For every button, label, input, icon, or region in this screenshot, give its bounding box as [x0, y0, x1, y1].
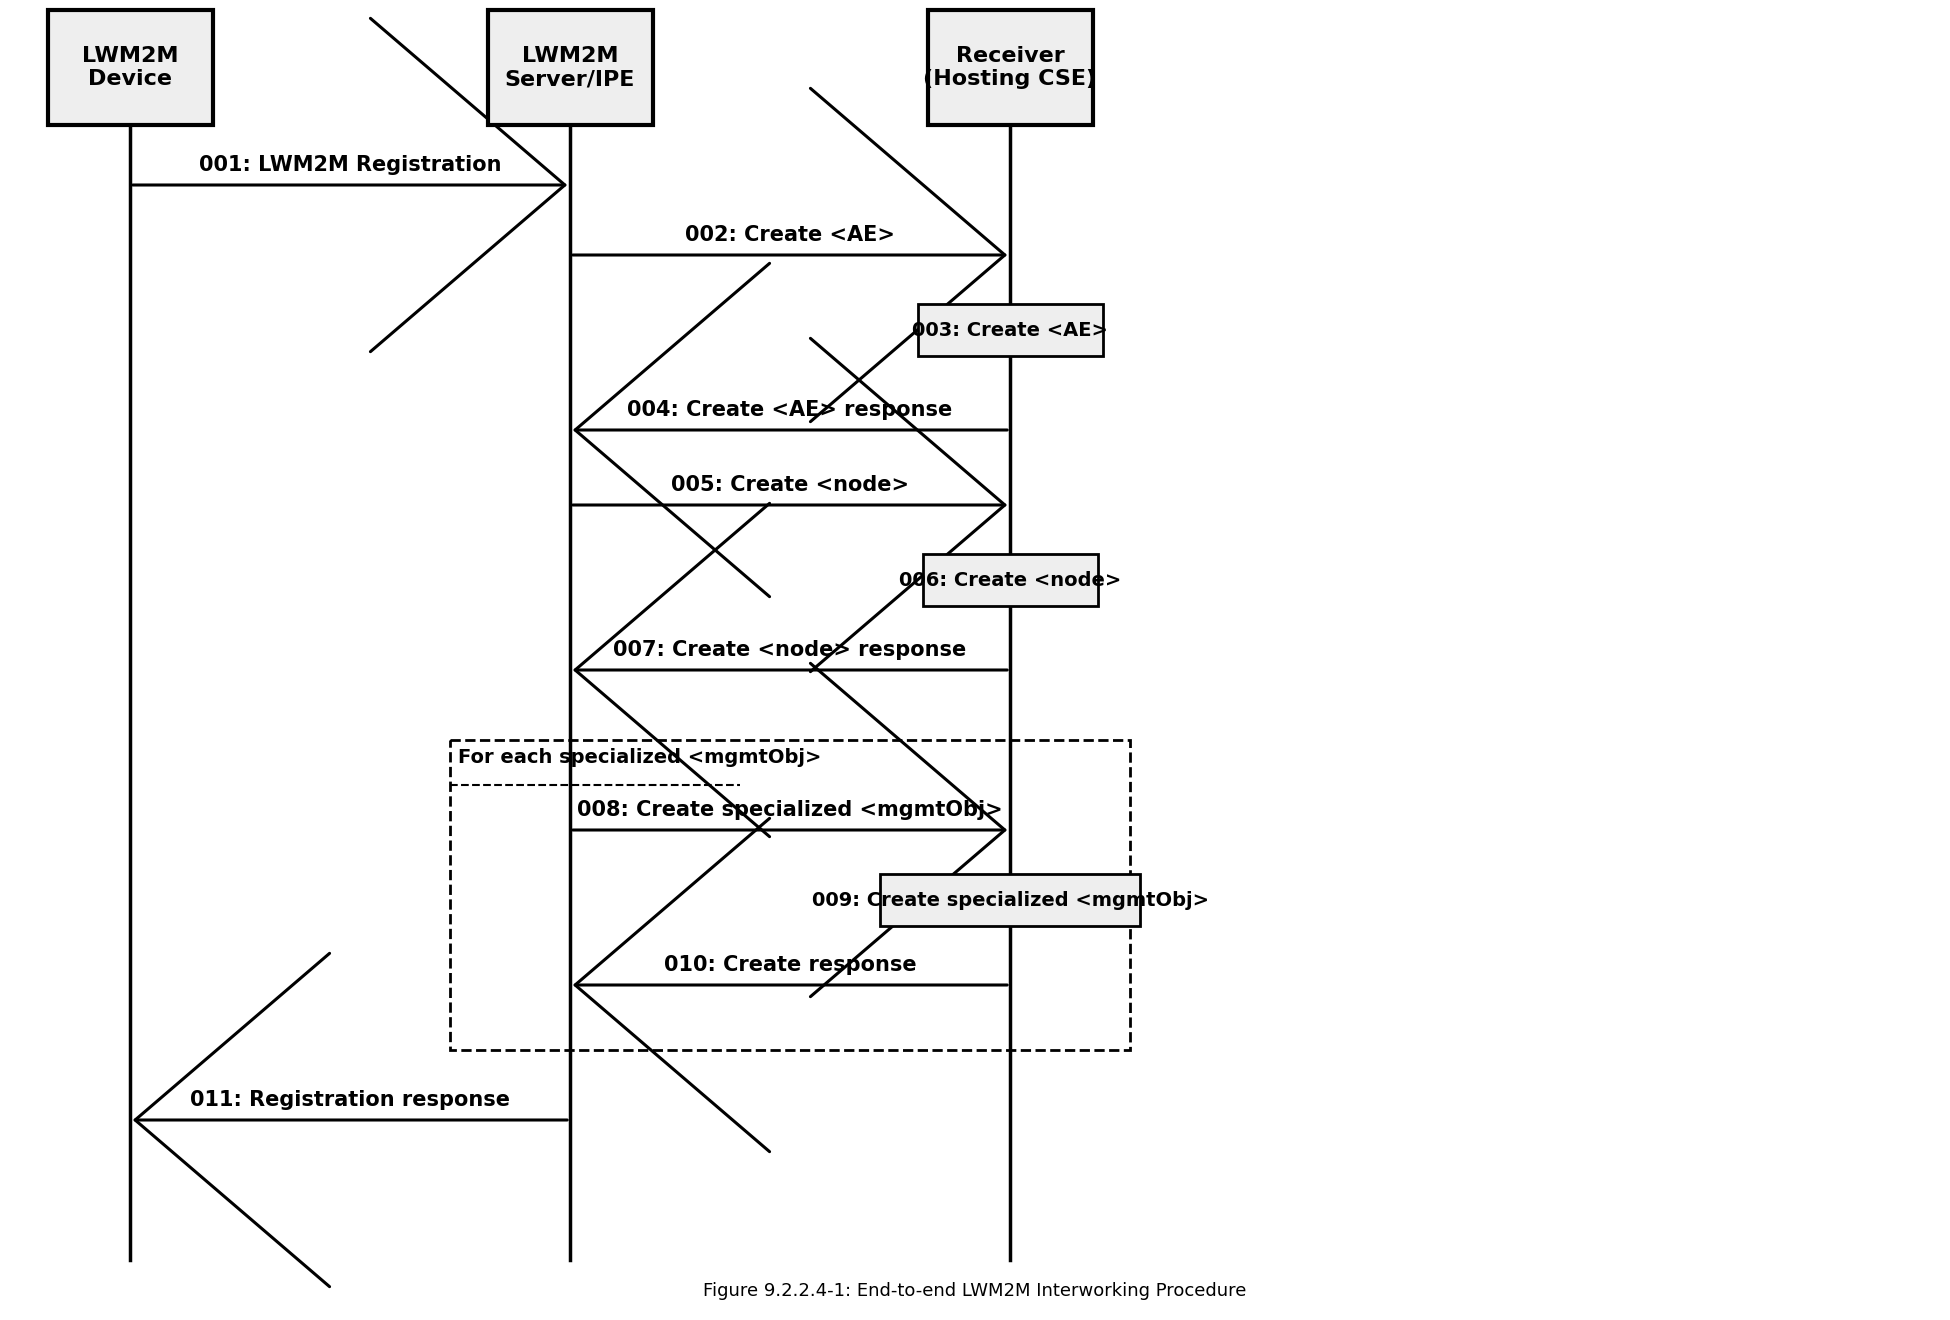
Text: For each specialized <mgmtObj>: For each specialized <mgmtObj>: [458, 748, 821, 767]
FancyBboxPatch shape: [879, 874, 1141, 927]
Text: 007: Create <node> response: 007: Create <node> response: [614, 640, 967, 660]
Bar: [450, 741, 1129, 1049]
FancyBboxPatch shape: [918, 304, 1102, 356]
Text: 011: Registration response: 011: Registration response: [189, 1090, 511, 1110]
Text: 001: LWM2M Registration: 001: LWM2M Registration: [199, 154, 501, 176]
Text: LWM2M
Server/IPE: LWM2M Server/IPE: [505, 46, 636, 88]
Text: 010: Create response: 010: Create response: [663, 954, 916, 975]
Text: 002: Create <AE>: 002: Create <AE>: [684, 224, 895, 246]
FancyBboxPatch shape: [488, 11, 653, 125]
Text: 004: Create <AE> response: 004: Create <AE> response: [628, 400, 954, 420]
Text: Receiver
(Hosting CSE): Receiver (Hosting CSE): [924, 46, 1096, 88]
Text: LWM2M
Device: LWM2M Device: [82, 46, 177, 88]
Text: Figure 9.2.2.4-1: End-to-end LWM2M Interworking Procedure: Figure 9.2.2.4-1: End-to-end LWM2M Inter…: [704, 1282, 1246, 1300]
FancyBboxPatch shape: [922, 554, 1098, 606]
Text: 005: Create <node>: 005: Create <node>: [671, 475, 909, 495]
Text: 009: Create specialized <mgmtObj>: 009: Create specialized <mgmtObj>: [811, 891, 1209, 909]
Text: 003: Create <AE>: 003: Create <AE>: [913, 321, 1108, 339]
FancyBboxPatch shape: [47, 11, 213, 125]
FancyBboxPatch shape: [928, 11, 1092, 125]
Text: 008: Create specialized <mgmtObj>: 008: Create specialized <mgmtObj>: [577, 800, 1002, 820]
Text: 006: Create <node>: 006: Create <node>: [899, 570, 1121, 590]
